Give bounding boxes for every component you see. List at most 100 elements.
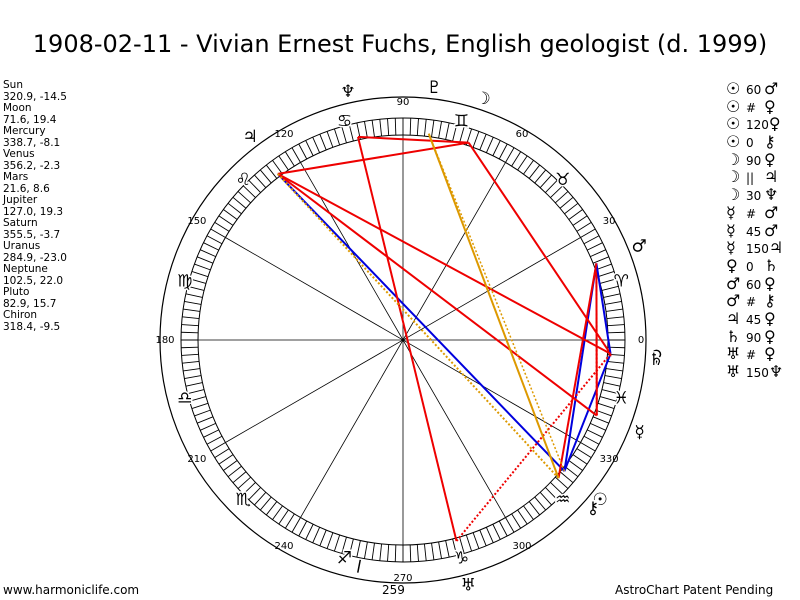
planet-glyph-venus: ♀ xyxy=(650,347,662,367)
aspect-line-uranus-venus xyxy=(455,353,612,542)
aspect-row: ☉ 120♀ xyxy=(726,115,783,133)
planet-coords-pluto: 82.9, 15.7 xyxy=(3,297,57,310)
degree-label: 330 xyxy=(600,454,619,465)
aspect-line-moon-venus xyxy=(467,142,612,355)
planet-glyph-chiron: ⚷ xyxy=(587,499,599,519)
aspect-row: ☽ || ♃ xyxy=(726,168,783,186)
degree-label: 30 xyxy=(603,216,616,227)
aspect-angle: 45 xyxy=(746,224,762,239)
radial-spoke xyxy=(225,237,581,443)
aspect-list: ☉ 60 ♂ ☉ # ♀ ☉ 120♀ ☉ 0 ⚷ ☽ 90 ♀ ☽ || ♃ ☽ 30 ♆ ☿ # ♂ ☿ 45 ♂ ☿ 150♃ ♀… xyxy=(726,80,783,381)
planet-coords-uranus: 284.9, -23.0 xyxy=(3,251,67,264)
degree-ticks xyxy=(181,118,625,562)
aspect-planet1-glyph: ♀ xyxy=(726,255,738,275)
planet-glyph-uranus: ♅ xyxy=(461,575,476,595)
planet-glyph-jupiter: ♃ xyxy=(243,127,258,147)
aspect-planet1-glyph: ♅ xyxy=(726,362,741,381)
zodiac-sign-glyph: ♍ xyxy=(177,272,192,292)
aspect-planet1-glyph: ♂ xyxy=(726,273,741,293)
planet-glyph-pluto: ♇ xyxy=(427,78,442,98)
aspect-angle: 30 xyxy=(746,189,762,204)
aspect-row: ☽ 90 ♀ xyxy=(726,149,783,169)
aspect-planet2-glyph: ♂ xyxy=(764,220,779,240)
aspect-line-moon-jupiter xyxy=(277,141,469,175)
aspect-row: ☿ # ♂ xyxy=(726,202,783,222)
planet-glyph-neptune: ♆ xyxy=(340,82,355,102)
aspect-planet2-glyph: ♆ xyxy=(768,362,784,381)
aspect-line-jupiter-venus xyxy=(277,173,612,355)
aspect-planet1-glyph: ☿ xyxy=(726,238,736,258)
aspect-planet1-glyph: ♄ xyxy=(726,326,741,346)
aspect-row: ☽ 30 ♆ xyxy=(726,186,783,204)
planet-coords-neptune: 102.5, 22.0 xyxy=(3,274,64,287)
aspect-line-sun-jupiter xyxy=(277,173,566,472)
zodiac-sign-glyph: ♏ xyxy=(236,490,251,510)
planet-glyph-mercury: ☿ xyxy=(634,422,644,442)
aspect-row: ☉ # ♀ xyxy=(726,96,783,116)
aspect-line-uranus-neptune xyxy=(357,136,458,542)
aspect-planet2-glyph: ♀ xyxy=(764,344,776,364)
aspect-planet2-glyph: ♀ xyxy=(764,273,776,293)
footer-patent-note: AstroChart Patent Pending xyxy=(615,583,774,597)
planet-coords-jupiter: 127.0, 19.3 xyxy=(3,205,64,218)
footer-site-link[interactable]: www.harmoniclife.com xyxy=(3,583,140,597)
aspect-row: ☿ 45 ♂ xyxy=(726,220,783,240)
aspect-planet2-glyph: ♀ xyxy=(768,114,781,134)
aspect-line-chiron-pluto xyxy=(427,133,560,479)
aspect-angle: # xyxy=(746,206,757,221)
planet-glyph-sun: ☉ xyxy=(592,490,607,510)
planet-name-mercury: Mercury xyxy=(3,125,46,137)
aspect-angle: 45 xyxy=(746,312,762,327)
planet-coords-mercury: 338.7, -8.1 xyxy=(3,136,61,149)
planet-name-saturn: Saturn xyxy=(3,217,38,229)
aspect-planet2-glyph: ♂ xyxy=(764,202,779,222)
aspect-angle: 90 xyxy=(746,330,762,345)
aspect-planet2-glyph: ♃ xyxy=(764,167,779,187)
planet-coords-moon: 71.6, 19.4 xyxy=(3,113,57,126)
aspect-planet1-glyph: ♅ xyxy=(726,344,741,364)
aspect-line-sun-pluto xyxy=(428,133,566,472)
planet-name-sun: Sun xyxy=(3,79,23,91)
degree-label: 180 xyxy=(155,335,174,346)
aspect-row: ☉ 60 ♂ xyxy=(726,80,783,98)
aspect-planet2-glyph: ♀ xyxy=(764,149,776,169)
degree-label: 120 xyxy=(274,129,293,140)
aspect-line-sun-venus xyxy=(563,353,612,472)
zodiac-sign-glyph: ♐ xyxy=(337,548,352,568)
aspect-planet1-glyph: ♂ xyxy=(726,291,741,311)
aspect-planet1-glyph: ☽ xyxy=(726,149,741,169)
zodiac-sign-glyph: ♑ xyxy=(454,548,469,568)
aspect-angle: 0 xyxy=(746,259,754,274)
planet-glyph-moon: ☽ xyxy=(476,89,491,109)
planet-coords-chiron: 318.4, -9.5 xyxy=(3,320,61,333)
aspect-angle: 120 xyxy=(746,118,769,133)
aspect-line-mercury-jupiter xyxy=(277,173,598,417)
aspect-line-mars-venus xyxy=(595,263,612,354)
degree-label: 210 xyxy=(187,454,206,465)
aspect-planet1-glyph: ♃ xyxy=(726,308,741,328)
zodiac-sign-glyph: ♋ xyxy=(337,112,352,132)
aspect-row: ☿ 150♃ xyxy=(726,239,783,257)
aspect-angle: # xyxy=(746,295,757,310)
aspect-planet2-glyph: ⚷ xyxy=(764,291,776,311)
aspect-planet1-glyph: ☉ xyxy=(726,132,741,152)
degree-label: 300 xyxy=(512,541,531,552)
aspect-planet1-glyph: ☉ xyxy=(726,79,741,98)
aspect-planet2-glyph: ♆ xyxy=(764,185,779,205)
degree-label: 270 xyxy=(393,573,412,584)
aspect-row: ♀ 0 ♄ xyxy=(726,257,783,275)
aspect-angle: 0 xyxy=(746,136,754,151)
zodiac-sign-glyph: ♉ xyxy=(555,170,570,190)
aspect-planet2-glyph: ♀ xyxy=(764,96,776,116)
planet-glyph-saturn: ♄ xyxy=(649,350,664,370)
aspect-planet2-glyph: ⚷ xyxy=(764,132,776,152)
planet-coords-saturn: 355.5, -3.7 xyxy=(3,228,61,241)
degree-label: 240 xyxy=(274,541,293,552)
degree-label: 0 xyxy=(638,335,644,346)
aspect-row: ♅ 150♆ xyxy=(726,363,783,381)
aspect-row: ♃ 45 ♀ xyxy=(726,310,783,328)
aspect-angle: 150 xyxy=(746,242,769,257)
aspect-planet2-glyph: ♄ xyxy=(764,255,779,275)
aspect-line-mars-chiron xyxy=(557,263,598,479)
